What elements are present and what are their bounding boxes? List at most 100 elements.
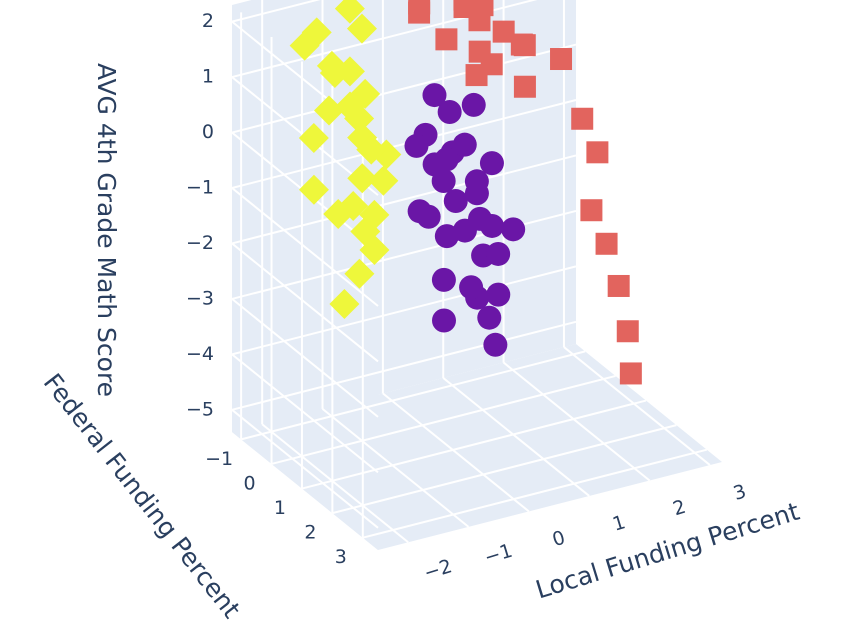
grid-line bbox=[563, 346, 711, 466]
point bbox=[465, 64, 488, 87]
y-axis-title: Federal Funding Percent bbox=[38, 368, 247, 624]
grid-line bbox=[231, 43, 577, 134]
point bbox=[434, 224, 459, 249]
grid-line bbox=[231, 320, 577, 411]
y-tick-label: 1 bbox=[274, 497, 286, 519]
point bbox=[443, 189, 468, 214]
grid-line bbox=[442, 377, 590, 497]
x-tick-label: 2 bbox=[670, 496, 688, 521]
grid-line bbox=[231, 154, 577, 245]
point bbox=[338, 191, 369, 222]
y-tick-label: 3 bbox=[335, 546, 347, 568]
point bbox=[435, 28, 458, 51]
point bbox=[468, 206, 493, 231]
z-tick-label: −1 bbox=[186, 177, 214, 199]
point bbox=[468, 40, 491, 63]
point bbox=[586, 141, 609, 164]
point bbox=[329, 288, 360, 319]
point bbox=[404, 133, 429, 158]
z-tick-label: −3 bbox=[186, 287, 214, 309]
z-tick-label: −2 bbox=[186, 232, 214, 254]
point bbox=[479, 151, 504, 176]
point bbox=[607, 274, 630, 297]
grid-line bbox=[301, 399, 647, 490]
point bbox=[334, 0, 365, 24]
point bbox=[486, 282, 511, 307]
z-tick-label: 2 bbox=[202, 10, 214, 32]
z-tick-label: 1 bbox=[202, 66, 214, 88]
point bbox=[461, 92, 486, 117]
point bbox=[616, 320, 639, 343]
point bbox=[347, 163, 378, 194]
grid-line bbox=[231, 0, 538, 79]
point bbox=[464, 181, 489, 206]
y-tick-label: −1 bbox=[205, 448, 233, 470]
point bbox=[580, 199, 603, 222]
z-tick-label: −5 bbox=[186, 398, 214, 420]
point bbox=[298, 174, 329, 205]
point bbox=[486, 241, 511, 266]
point bbox=[459, 275, 484, 300]
x-tick-label: −2 bbox=[421, 555, 454, 584]
point bbox=[513, 34, 536, 57]
point bbox=[437, 100, 462, 125]
point bbox=[477, 305, 502, 330]
point bbox=[431, 267, 456, 292]
z-tick-label: −4 bbox=[186, 343, 214, 365]
grid-line bbox=[231, 265, 577, 356]
x-axis-title: Local Funding Percent bbox=[532, 497, 803, 605]
point bbox=[501, 217, 526, 242]
point bbox=[619, 362, 642, 385]
point bbox=[453, 0, 476, 18]
grid-line bbox=[231, 187, 379, 307]
grid-line bbox=[231, 99, 577, 189]
x-tick-label: −1 bbox=[482, 540, 515, 569]
z-tick-label: 0 bbox=[202, 121, 214, 143]
grid-line bbox=[382, 392, 530, 513]
point bbox=[356, 134, 387, 165]
grid-line bbox=[231, 0, 321, 23]
point bbox=[313, 95, 344, 126]
grid-line bbox=[231, 298, 379, 418]
grid-line bbox=[231, 242, 379, 363]
point bbox=[550, 48, 573, 71]
point bbox=[471, 0, 494, 17]
grid-line bbox=[332, 424, 677, 515]
grid-line bbox=[321, 408, 470, 528]
point bbox=[368, 165, 399, 196]
point bbox=[422, 83, 447, 108]
point bbox=[434, 147, 459, 172]
point bbox=[335, 91, 366, 122]
grid-line bbox=[362, 448, 708, 539]
point bbox=[298, 122, 329, 153]
point bbox=[289, 30, 320, 61]
point bbox=[319, 57, 350, 88]
grid-line bbox=[271, 374, 616, 465]
point bbox=[483, 332, 508, 357]
grid-line bbox=[261, 423, 409, 544]
point bbox=[571, 107, 594, 130]
grid-line bbox=[502, 361, 651, 482]
x-tick-label: 0 bbox=[550, 527, 568, 552]
grid-line bbox=[231, 409, 379, 529]
y-tick-label: 0 bbox=[243, 472, 255, 494]
point bbox=[344, 258, 375, 289]
point bbox=[346, 13, 377, 44]
x-tick-label: 1 bbox=[610, 511, 628, 536]
point bbox=[408, 0, 431, 15]
grid-line bbox=[240, 350, 586, 441]
point bbox=[407, 199, 432, 224]
point bbox=[595, 232, 618, 255]
point bbox=[492, 20, 515, 43]
y-tick-label: 2 bbox=[304, 522, 316, 544]
z-axis-title: AVG 4th Grade Math Score bbox=[92, 63, 121, 397]
point bbox=[432, 308, 456, 333]
point bbox=[513, 75, 536, 98]
grid-line bbox=[231, 353, 379, 474]
point bbox=[350, 216, 381, 247]
x-tick-label: 3 bbox=[731, 480, 749, 505]
point bbox=[452, 132, 477, 157]
